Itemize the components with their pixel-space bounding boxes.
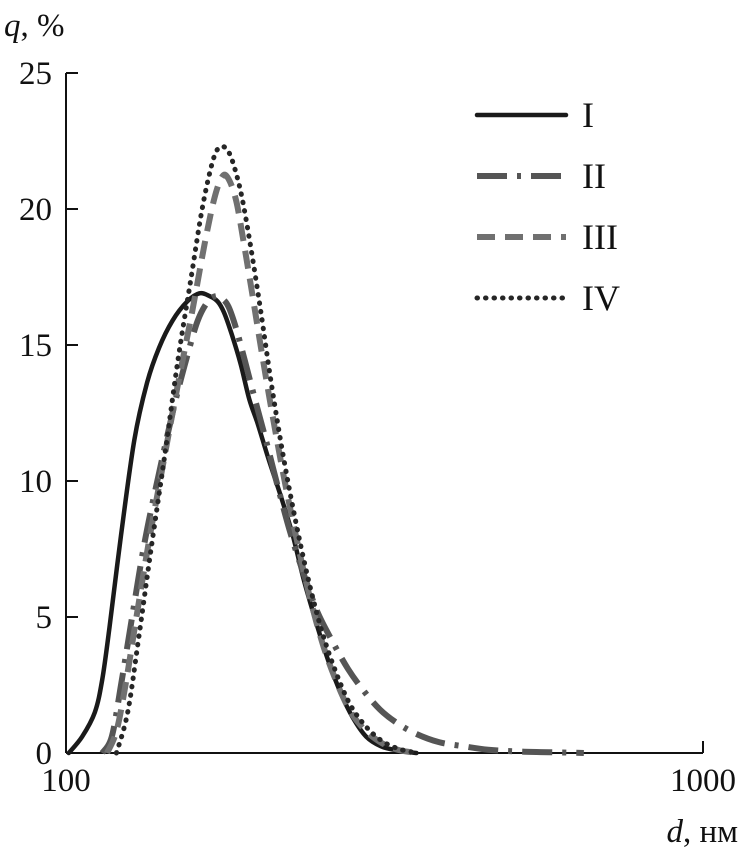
legend-label-III: III [582,217,618,257]
y-tick-label-25: 25 [19,56,52,92]
x-axis-title: d, нм [666,814,738,850]
y-tick-label-10: 10 [19,464,52,500]
y-tick-label-5: 5 [36,600,53,636]
legend-label-I: I [582,95,594,135]
y-tick-label-20: 20 [19,192,52,228]
legend-label-IV: IV [582,278,620,318]
series-line-IV [113,143,419,756]
series-line-III [104,171,420,756]
y-tick-label-0: 0 [36,736,53,772]
legend-label-II: II [582,156,606,196]
y-axis-symbol: q [4,8,21,44]
series-lines [66,143,584,756]
axes: 0 5 10 15 20 25 100 1000 [19,56,736,799]
y-axis-unit: , % [21,8,65,44]
y-tick-label-15: 15 [19,328,52,364]
x-tick-label-100: 100 [41,763,91,799]
x-axis-symbol: d [666,814,683,850]
x-tick-label-1000: 1000 [670,763,736,799]
y-axis-title: q, % [4,8,65,44]
x-axis-unit: , нм [683,814,738,850]
